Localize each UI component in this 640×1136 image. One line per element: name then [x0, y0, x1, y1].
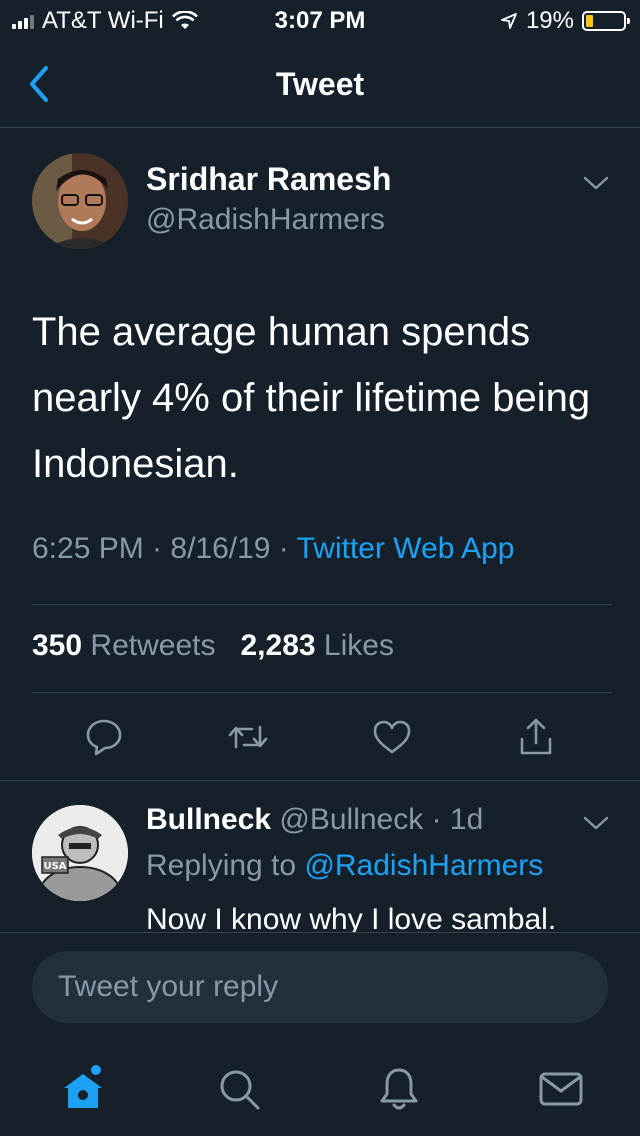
signal-icon — [12, 13, 34, 29]
status-left: AT&T Wi-Fi — [12, 7, 198, 35]
share-icon — [520, 718, 552, 755]
reply-avatar[interactable]: USA — [32, 805, 128, 901]
chevron-down-icon[interactable] — [582, 813, 610, 833]
retweet-label: Retweets — [90, 629, 216, 662]
location-arrow-icon — [501, 13, 517, 29]
search-icon — [220, 1070, 260, 1110]
reply-icon — [86, 719, 122, 756]
divider — [32, 692, 612, 693]
battery-icon — [582, 11, 630, 31]
tab-messages[interactable] — [536, 1064, 586, 1114]
reply-header: Bullneck @Bullneck · 1d — [146, 803, 483, 837]
status-bar: AT&T Wi-Fi 3:07 PM 19% — [0, 0, 640, 40]
retweet-icon — [228, 725, 268, 749]
chevron-down-icon[interactable] — [582, 173, 610, 193]
page-title: Tweet — [275, 66, 365, 102]
like-count: 2,283 — [240, 629, 316, 662]
status-right: 19% — [500, 7, 630, 35]
replying-to-handle[interactable]: @RadishHarmers — [304, 849, 544, 882]
retweet-button[interactable] — [226, 715, 270, 759]
reply-composer — [0, 932, 640, 1032]
tab-home[interactable] — [58, 1064, 108, 1114]
replying-to: Replying to @RadishHarmers — [146, 849, 543, 883]
tab-notifications[interactable] — [374, 1064, 424, 1114]
likes-stat[interactable]: 2,283 Likes — [240, 629, 393, 662]
retweets-stat[interactable]: 350 Retweets — [32, 629, 215, 662]
wifi-icon — [171, 11, 198, 29]
chevron-left-icon — [30, 66, 48, 102]
tweet-text: The average human spends nearly 4% of th… — [32, 310, 591, 486]
tab-search[interactable] — [214, 1064, 264, 1114]
reply-author-name[interactable]: Bullneck — [146, 803, 272, 836]
reply-text: Now I know why I love sambal. — [146, 903, 557, 932]
tweet-source-link[interactable]: Twitter Web App — [296, 532, 515, 565]
home-icon — [64, 1065, 102, 1108]
battery-percent: 19% — [525, 7, 574, 34]
avatar-usa-text: USA — [43, 861, 66, 872]
reply-author-handle[interactable]: @Bullneck · 1d — [279, 803, 484, 836]
tweet-stats: 350 Retweets 2,283 Likes — [32, 629, 394, 663]
divider — [32, 604, 612, 605]
clock: 3:07 PM — [274, 7, 366, 34]
author-avatar[interactable] — [32, 153, 128, 249]
nav-bar: Tweet — [0, 40, 640, 128]
share-button[interactable] — [514, 715, 558, 759]
tweet-actions — [0, 709, 640, 769]
like-label: Likes — [323, 629, 394, 662]
reply-input[interactable] — [32, 951, 608, 1023]
retweet-count: 350 — [32, 629, 83, 662]
back-button[interactable] — [22, 62, 62, 106]
like-icon — [373, 720, 411, 754]
messages-icon — [539, 1072, 583, 1106]
avatar-photo — [32, 153, 128, 249]
author-name[interactable]: Sridhar Ramesh — [146, 161, 392, 197]
notifications-icon — [380, 1068, 418, 1110]
reply-button[interactable] — [82, 715, 126, 759]
carrier-label: AT&T Wi-Fi — [42, 7, 164, 34]
tweet-meta: 6:25 PM · 8/16/19 · Twitter Web App — [32, 532, 515, 566]
tweet-timestamp: 6:25 PM · 8/16/19 · — [32, 532, 297, 565]
avatar-illustration: USA — [32, 805, 128, 901]
tab-bar — [0, 1040, 640, 1136]
like-button[interactable] — [370, 715, 414, 759]
replying-to-label: Replying to — [146, 849, 305, 882]
author-handle[interactable]: @RadishHarmers — [146, 203, 385, 236]
reply-tweet[interactable]: USA Bullneck @Bullneck · 1d Replying to … — [0, 780, 640, 932]
